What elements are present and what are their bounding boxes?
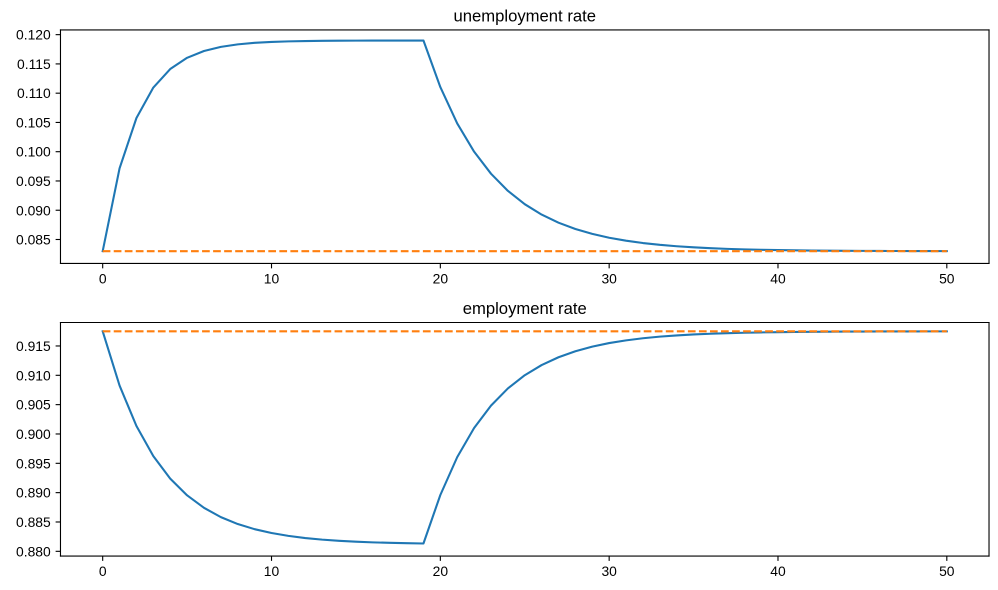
svg-text:50: 50 [939,270,955,286]
svg-text:0.115: 0.115 [17,56,51,72]
svg-text:40: 40 [770,270,786,286]
svg-text:30: 30 [601,563,617,579]
svg-text:20: 20 [433,563,449,579]
svg-text:0.910: 0.910 [16,367,51,383]
svg-text:0.885: 0.885 [16,514,51,530]
svg-text:0.120: 0.120 [16,27,51,43]
svg-text:0.105: 0.105 [16,114,51,130]
svg-text:30: 30 [601,270,617,286]
svg-text:0.100: 0.100 [16,144,51,160]
svg-text:unemployment rate: unemployment rate [453,7,596,26]
svg-text:employment rate: employment rate [463,299,587,318]
svg-text:0.895: 0.895 [16,455,51,471]
svg-text:0.900: 0.900 [16,426,51,442]
svg-text:20: 20 [433,270,449,286]
svg-text:10: 10 [264,563,280,579]
svg-text:0.110: 0.110 [17,85,51,101]
svg-text:0.095: 0.095 [16,173,51,189]
svg-text:0.890: 0.890 [16,485,51,501]
svg-text:40: 40 [770,563,786,579]
svg-text:0.880: 0.880 [16,543,51,559]
svg-text:0.915: 0.915 [16,338,51,354]
svg-text:0.905: 0.905 [16,397,51,413]
svg-text:0: 0 [99,270,107,286]
svg-text:50: 50 [939,563,955,579]
svg-text:10: 10 [264,270,280,286]
svg-text:0.090: 0.090 [16,202,51,218]
svg-text:0: 0 [99,563,107,579]
svg-text:0.085: 0.085 [16,232,51,248]
